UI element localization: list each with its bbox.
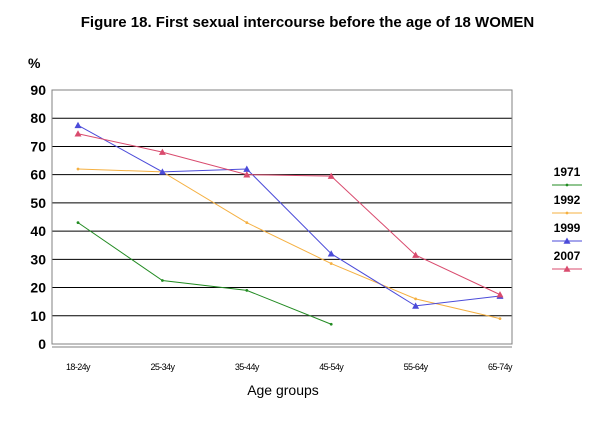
y-axis-unit-label: % [28, 55, 41, 71]
data-point [414, 297, 417, 301]
data-point [158, 168, 166, 175]
x-tick-label: 18-24y [66, 362, 91, 372]
legend-marker [565, 183, 569, 187]
data-point [412, 302, 420, 309]
gridlines [52, 89, 512, 348]
data-point [158, 148, 166, 155]
plot-area [51, 89, 513, 345]
data-point [74, 121, 82, 129]
y-tick-label: 90 [30, 82, 46, 98]
y-tick-label: 20 [30, 280, 46, 296]
x-axis-ticks: 18-24y 25-34y 35-44y 45-54y 55-64y 65-74y [66, 362, 514, 372]
y-tick-label: 10 [30, 308, 46, 324]
y-tick-label: 30 [30, 251, 46, 267]
chart-title: Figure 18. First sexual intercourse befo… [80, 14, 535, 31]
y-tick-label: 40 [30, 223, 46, 239]
y-tick-label: 70 [30, 138, 46, 154]
data-point [329, 262, 333, 265]
data-point [496, 291, 504, 298]
x-tick-label: 65-74y [488, 362, 513, 372]
series-line [77, 124, 501, 307]
x-axis-label: Age groups [247, 382, 319, 398]
legend-marker [565, 211, 569, 215]
data-point [243, 165, 251, 172]
legend: 1971 1992 1999 2007 [552, 165, 582, 272]
data-point [76, 221, 80, 225]
x-tick-label: 55-64y [404, 362, 429, 372]
series-1971 [76, 221, 333, 326]
legend-label-1971: 1971 [554, 165, 581, 179]
data-point [245, 221, 249, 225]
data-point [412, 251, 420, 258]
y-tick-label: 50 [30, 195, 46, 211]
legend-label-2007: 2007 [554, 249, 581, 263]
legend-marker [563, 265, 571, 272]
data-point [74, 130, 82, 137]
y-tick-label: 0 [38, 336, 46, 352]
series-line [77, 133, 501, 296]
y-axis-ticks: 0 10 20 30 40 50 60 70 80 90 [30, 82, 46, 352]
series-line [77, 222, 332, 325]
legend-label-1999: 1999 [554, 221, 581, 235]
data-point [243, 171, 251, 178]
x-tick-label: 45-54y [319, 362, 344, 372]
x-tick-label: 25-34y [150, 362, 175, 372]
data-point [76, 167, 80, 171]
series-1992 [76, 167, 502, 320]
data-point [327, 172, 335, 179]
data-point [329, 322, 333, 326]
data-point [498, 317, 502, 320]
legend-label-1992: 1992 [554, 193, 581, 207]
y-tick-label: 80 [30, 110, 46, 126]
series-1999 [74, 121, 504, 309]
series-group [74, 121, 504, 326]
x-tick-label: 35-44y [235, 362, 260, 372]
series-2007 [74, 130, 504, 298]
legend-marker [563, 237, 571, 244]
data-point [245, 288, 249, 292]
y-tick-label: 60 [30, 167, 46, 183]
series-line [77, 168, 501, 320]
data-point [327, 250, 335, 257]
data-point [161, 279, 164, 282]
